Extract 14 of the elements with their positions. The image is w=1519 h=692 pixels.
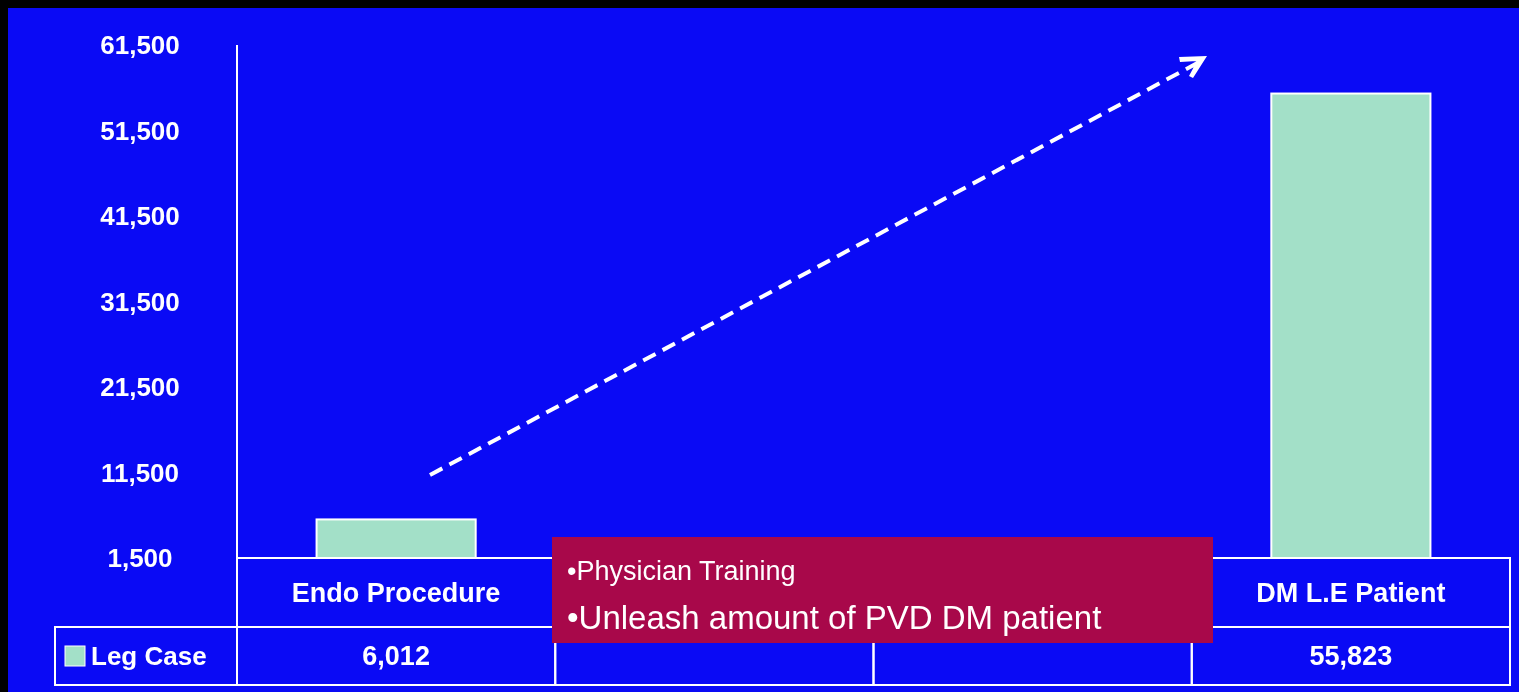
data-label: 55,823: [1309, 641, 1393, 672]
legend-label: Leg Case: [91, 641, 207, 672]
y-tick-label: 41,500: [100, 201, 180, 232]
y-tick-label: 51,500: [100, 115, 180, 146]
y-tick-label: 21,500: [100, 372, 180, 403]
y-tick-label: 1,500: [107, 543, 173, 574]
y-tick-label: 11,500: [100, 457, 180, 488]
y-tick-label: 31,500: [100, 286, 180, 317]
x-tick-label: Endo Procedure: [291, 577, 501, 608]
y-tick-label: 61,500: [100, 30, 180, 61]
x-tick-label: DM L.E Patient: [1256, 577, 1446, 608]
text: •Unleash amount of PVD DM patient: [567, 598, 1102, 636]
annotation: •Physician Training: [567, 556, 796, 587]
data-label: 6,012: [362, 641, 430, 672]
